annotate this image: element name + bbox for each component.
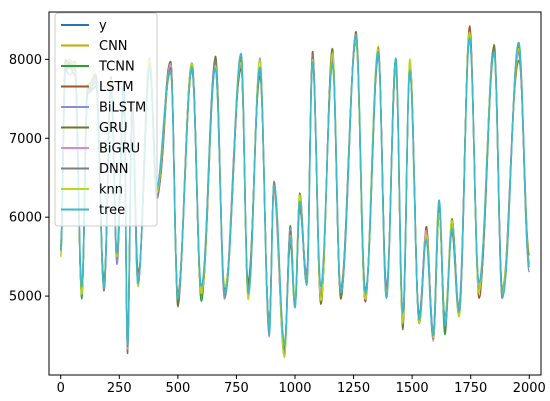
x-tick-label: 500 xyxy=(165,381,190,396)
x-tick-label: 1500 xyxy=(396,381,429,396)
legend-label: tree xyxy=(99,203,125,218)
legend-label: y xyxy=(99,19,107,34)
x-tick-label: 1250 xyxy=(337,381,370,396)
x-tick-label: 1000 xyxy=(278,381,311,396)
series-line-tree xyxy=(59,34,531,347)
legend-label: DNN xyxy=(99,162,128,177)
x-tick-label: 750 xyxy=(224,381,249,396)
x-axis: 0 250 500 750 1000 1250 1500 1750 2000 xyxy=(57,375,546,396)
y-tick-label: 5000 xyxy=(9,290,42,305)
x-tick-label: 2000 xyxy=(513,381,546,396)
legend-label: LSTM xyxy=(99,80,134,95)
y-tick-label: 8000 xyxy=(9,53,42,68)
series-lines xyxy=(59,25,531,358)
legend: y CNN TCNN LSTM BiLSTM GRU BiGRU DNN knn tree xyxy=(54,12,158,227)
legend-label: BiLSTM xyxy=(99,101,146,116)
x-tick-label: 250 xyxy=(107,381,132,396)
legend-label: GRU xyxy=(99,121,128,136)
y-tick-label: 7000 xyxy=(9,132,42,147)
x-tick-label: 0 xyxy=(57,381,65,396)
y-axis: 5000 6000 7000 8000 xyxy=(9,53,49,305)
legend-label: BiGRU xyxy=(99,142,140,157)
y-tick-label: 6000 xyxy=(9,211,42,226)
x-tick-label: 1750 xyxy=(454,381,487,396)
legend-label: TCNN xyxy=(98,60,135,75)
legend-label: CNN xyxy=(99,39,128,54)
legend-label: knn xyxy=(99,183,123,198)
